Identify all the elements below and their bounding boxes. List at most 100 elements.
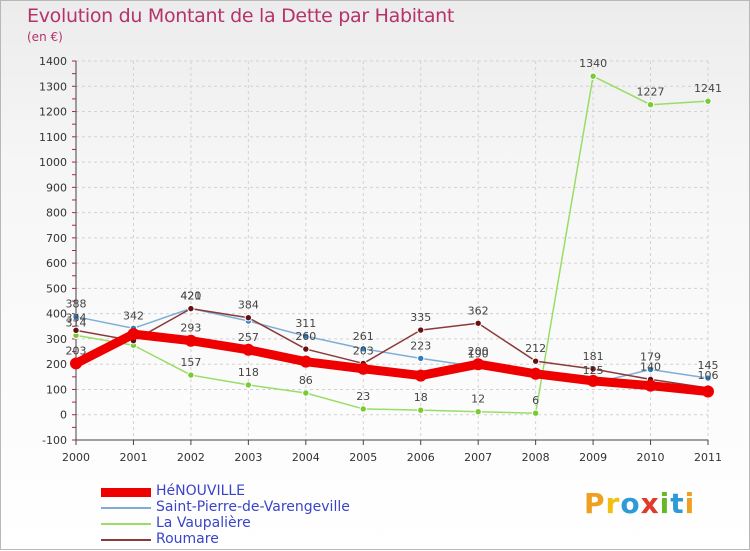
series-line — [75, 307, 709, 389]
data-label: 223 — [410, 339, 431, 352]
legend-swatch — [101, 539, 151, 541]
y-tick-label: -100 — [42, 434, 67, 447]
data-label: 311 — [295, 317, 316, 330]
data-point — [704, 97, 712, 105]
data-label: 342 — [123, 309, 144, 322]
data-point — [589, 365, 597, 373]
data-point — [72, 312, 80, 321]
x-tick-label: 2010 — [637, 451, 665, 464]
data-point — [244, 314, 253, 322]
legend-label: Roumare — [156, 531, 219, 547]
data-label: 260 — [295, 330, 316, 343]
data-point — [184, 334, 197, 347]
x-tick-label: 2005 — [349, 451, 377, 464]
data-label: 86 — [299, 374, 313, 387]
x-tick-label: 2004 — [292, 451, 320, 464]
data-point — [302, 332, 310, 340]
data-point — [302, 345, 310, 353]
data-point — [359, 345, 367, 353]
data-label: 125 — [583, 364, 604, 377]
x-tick-label: 2007 — [464, 451, 492, 464]
data-label: 334 — [66, 311, 87, 324]
x-tick-label: 2001 — [119, 451, 147, 464]
data-label: 314 — [66, 316, 87, 329]
y-tick-label: 600 — [46, 257, 67, 270]
data-point — [244, 381, 253, 389]
data-label: 190 — [468, 348, 489, 361]
data-label: 145 — [698, 359, 719, 372]
y-tick-label: 500 — [46, 282, 67, 295]
data-point — [531, 357, 540, 365]
data-label: 388 — [66, 298, 87, 311]
data-label: 421 — [180, 289, 201, 302]
data-label: 293 — [180, 322, 201, 335]
y-tick-label: 1200 — [39, 106, 67, 119]
data-label: 179 — [640, 351, 661, 364]
chart-title: Evolution du Montant de la Dette par Hab… — [27, 5, 455, 27]
data-point — [704, 374, 712, 382]
data-point — [529, 367, 542, 380]
data-point — [646, 365, 655, 374]
data-label: 257 — [238, 331, 259, 344]
data-label: 335 — [410, 311, 431, 324]
legend-label: Saint-Pierre-de-Varengeville — [156, 499, 350, 515]
data-label: 140 — [640, 360, 661, 373]
data-point — [589, 72, 597, 80]
x-tick-label: 2006 — [407, 451, 435, 464]
y-tick-label: 1000 — [39, 156, 67, 169]
data-point — [299, 355, 312, 368]
data-point — [357, 362, 370, 375]
x-tick-label: 2011 — [694, 451, 722, 464]
data-label: 106 — [698, 369, 719, 382]
data-point — [414, 369, 427, 382]
data-label: 18 — [414, 391, 428, 404]
data-point — [127, 328, 140, 341]
series-line — [71, 329, 713, 396]
data-point — [417, 406, 425, 414]
data-point — [359, 405, 367, 413]
data-label: 420 — [180, 290, 201, 303]
proxiti-logo: Proxiti — [584, 487, 696, 520]
data-label: 157 — [180, 356, 201, 369]
data-point — [474, 319, 482, 327]
data-label: 118 — [238, 366, 259, 379]
legend-swatch — [101, 507, 151, 509]
data-label: 362 — [468, 304, 489, 317]
data-label: 181 — [583, 350, 604, 363]
legend-swatch — [101, 523, 151, 525]
legend-label: La Vaupalière — [156, 515, 251, 531]
x-tick-label: 2003 — [234, 451, 262, 464]
x-tick-label: 2002 — [177, 451, 205, 464]
data-label: 6 — [532, 394, 539, 407]
legend-label: HéNOUVILLE — [156, 483, 246, 499]
data-label: 23 — [356, 390, 370, 403]
data-label: 203 — [66, 344, 87, 357]
y-tick-label: 800 — [46, 207, 67, 220]
data-point — [417, 326, 425, 334]
data-point — [417, 354, 425, 363]
data-label: 1241 — [694, 82, 722, 95]
data-point — [72, 326, 80, 335]
x-tick-label: 2008 — [522, 451, 550, 464]
data-point — [70, 357, 82, 370]
data-label: 12 — [471, 393, 485, 406]
data-point — [702, 385, 714, 398]
y-tick-label: 900 — [46, 181, 67, 194]
data-point — [472, 358, 485, 371]
data-label: 200 — [468, 345, 489, 358]
y-tick-label: 1300 — [39, 80, 67, 93]
y-tick-label: 400 — [46, 308, 67, 321]
data-label: 1340 — [579, 57, 607, 70]
data-point — [187, 371, 195, 379]
data-point — [474, 408, 482, 416]
data-point — [242, 343, 255, 356]
series-line — [75, 75, 709, 414]
data-point — [587, 374, 600, 387]
y-tick-label: 0 — [60, 409, 67, 422]
x-tick-label: 2009 — [579, 451, 607, 464]
x-tick-label: 2000 — [62, 451, 90, 464]
y-tick-label: 1100 — [39, 131, 67, 144]
data-point — [646, 101, 655, 109]
data-point — [531, 409, 540, 417]
